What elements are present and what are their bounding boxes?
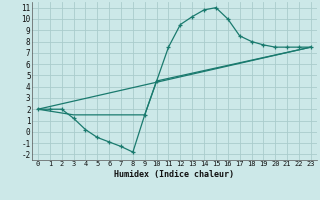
X-axis label: Humidex (Indice chaleur): Humidex (Indice chaleur)	[115, 170, 234, 179]
